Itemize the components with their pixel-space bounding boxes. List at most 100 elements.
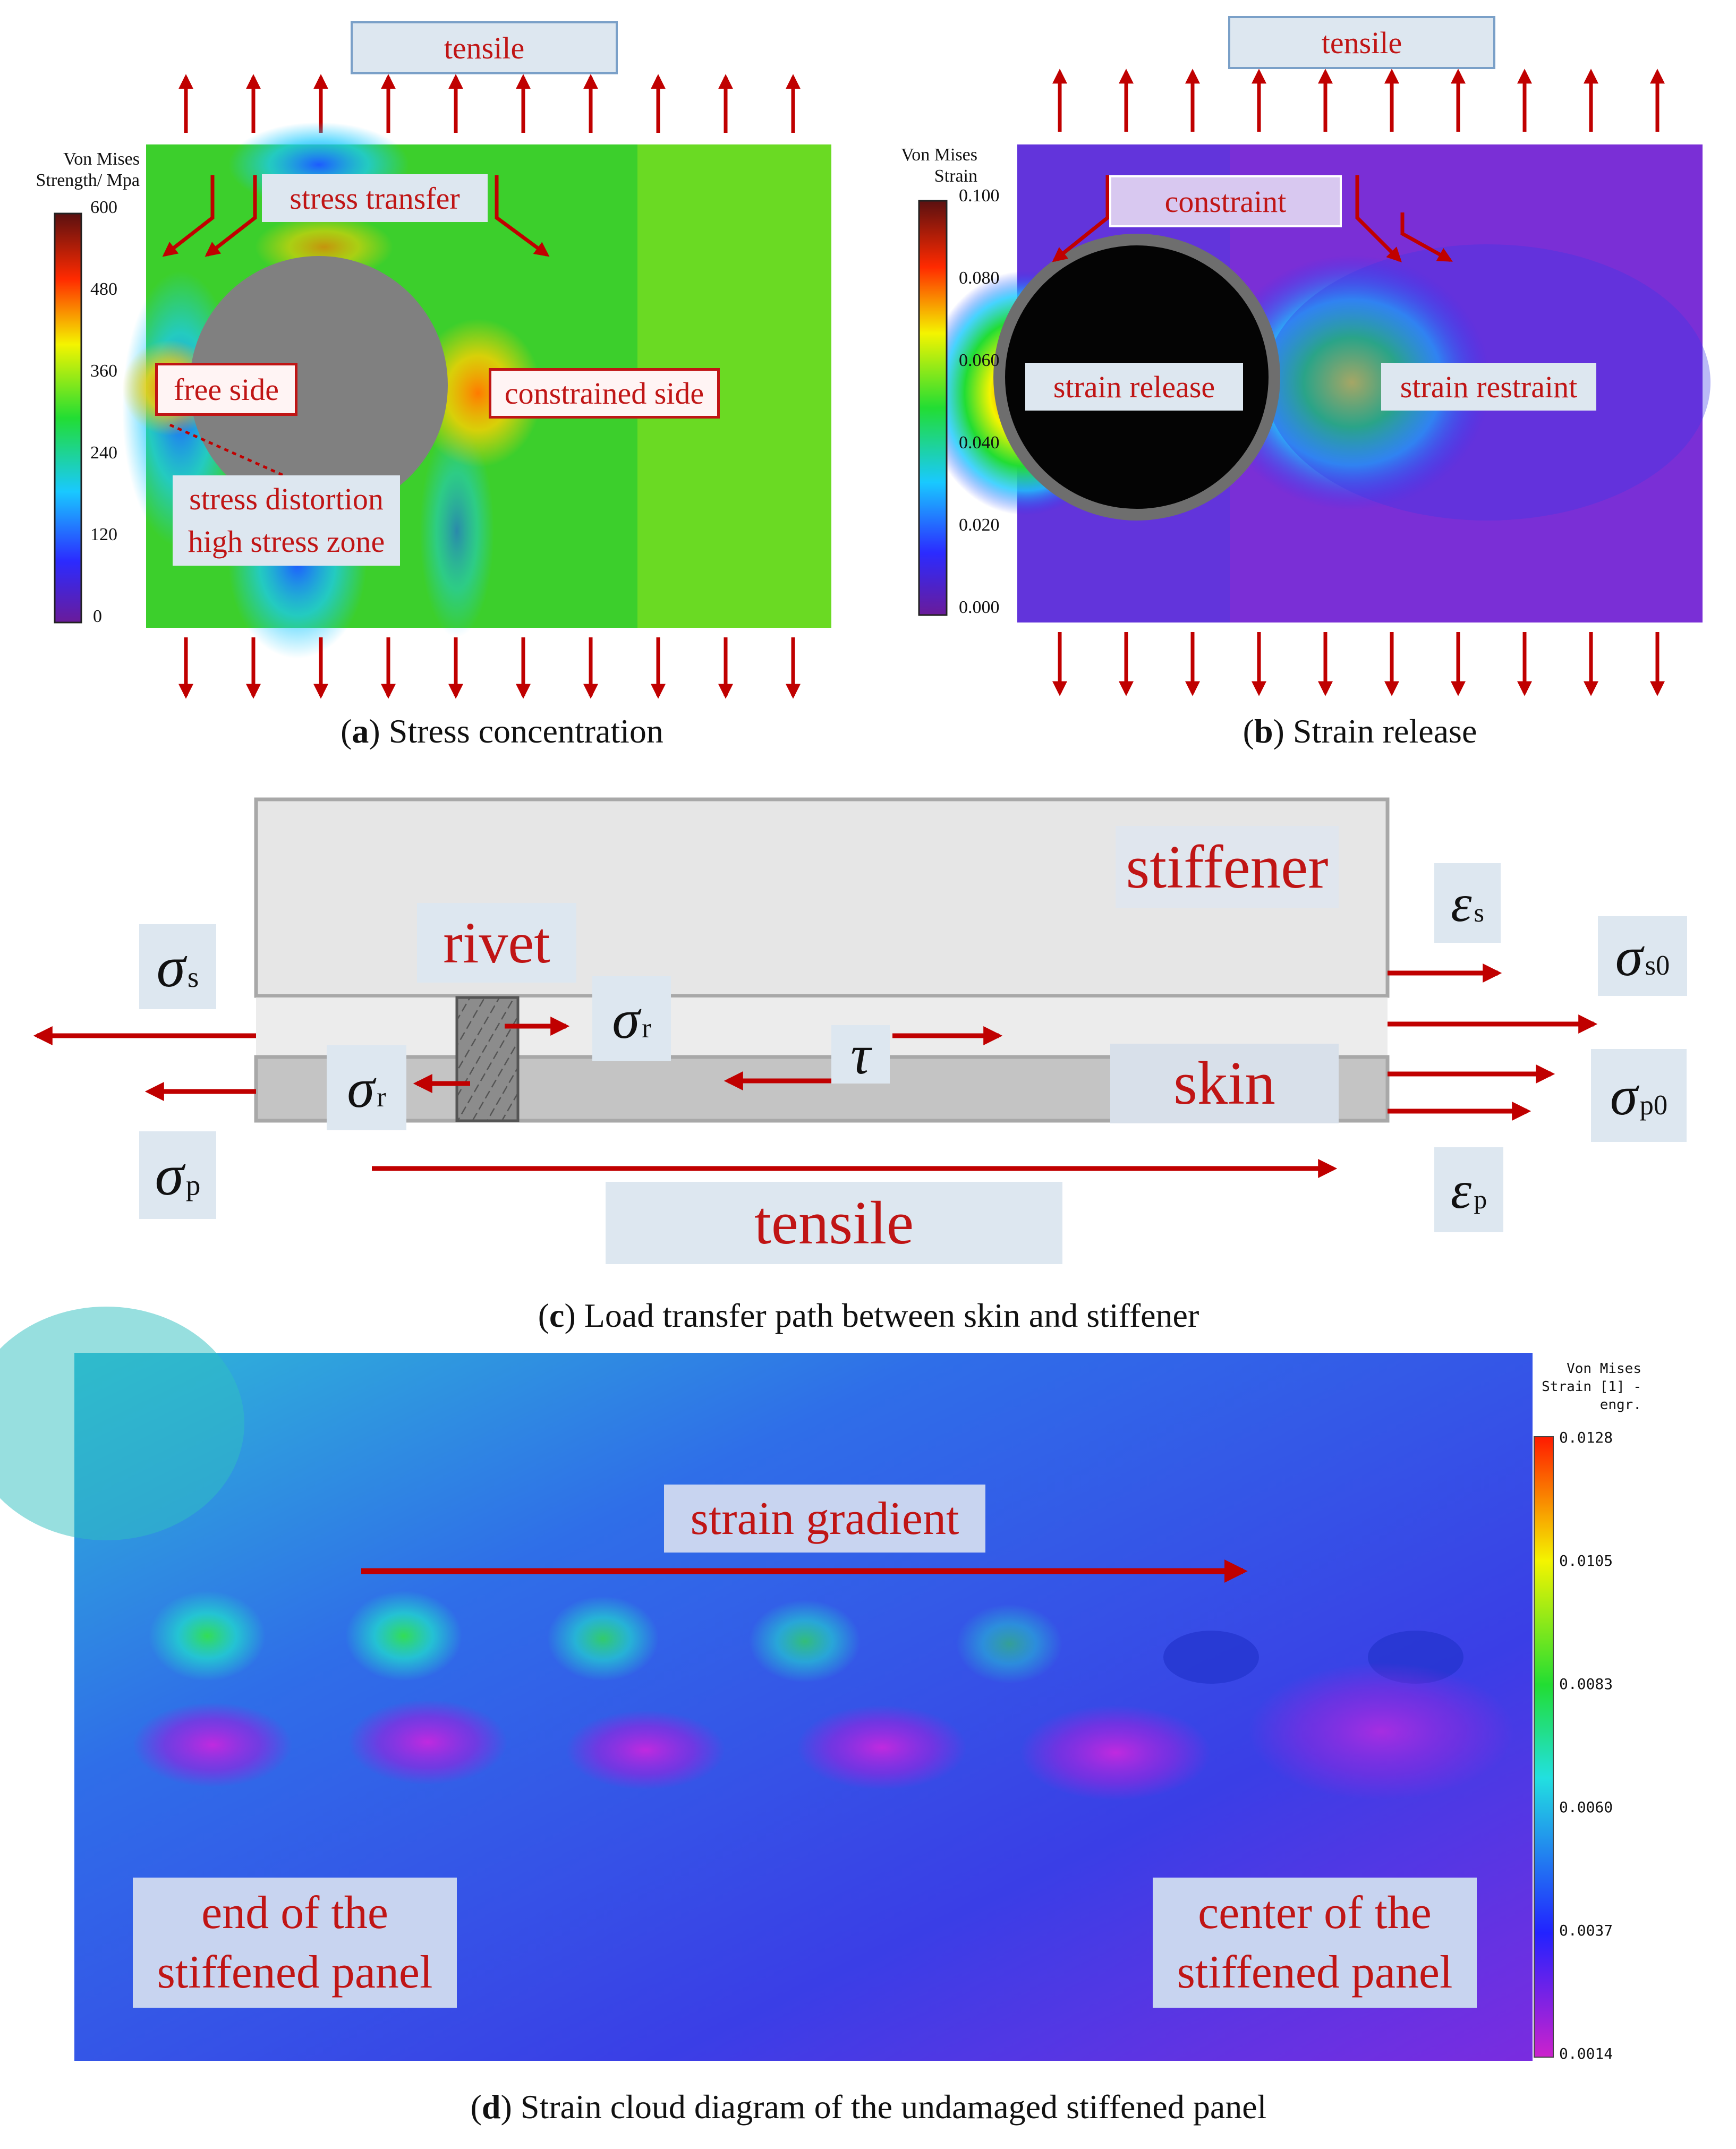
colorbar-title-a-line1: Von Mises bbox=[63, 149, 140, 169]
caption-c: (c) Load transfer path between skin and … bbox=[538, 1297, 1199, 1334]
constrained-side-label: constrained side bbox=[489, 368, 720, 419]
colorbar-title-d-line2: Strain [1] - bbox=[1542, 1379, 1641, 1395]
rivet-body bbox=[455, 996, 520, 1122]
stress-transfer-arrows bbox=[162, 175, 550, 257]
sigma-s0-symbol: σ s0 bbox=[1598, 916, 1687, 996]
colorbar-title-a: Von Mises Strength/ Mpa bbox=[11, 149, 140, 191]
colorbar-b-tick: 0.100 bbox=[959, 186, 1000, 206]
free-side-label: free side bbox=[155, 363, 297, 416]
center-panel-line1: center of the bbox=[1198, 1887, 1432, 1939]
tensile-label-c: tensile bbox=[606, 1182, 1062, 1264]
caption-d-text: Strain cloud diagram of the undamaged st… bbox=[520, 2088, 1267, 2126]
colorbar-b-tick: 0.060 bbox=[959, 351, 1000, 370]
epsilon-glyph: ε bbox=[1450, 1160, 1472, 1220]
skin-label: skin bbox=[1110, 1044, 1339, 1123]
colorbar-title-b: Von Mises Strain bbox=[850, 144, 977, 187]
caption-b-text: Strain release bbox=[1292, 712, 1477, 750]
end-panel-line1: end of the bbox=[201, 1887, 388, 1939]
colorbar-d-tick: 0.0037 bbox=[1559, 1922, 1613, 1939]
colorbar-title-d-line1: Von Mises bbox=[1567, 1361, 1641, 1377]
caption-c-letter: c bbox=[549, 1297, 565, 1334]
caption-c-text: Load transfer path between skin and stif… bbox=[584, 1297, 1199, 1334]
colorbar-b-tick: 0.020 bbox=[959, 515, 1000, 535]
colorbar-title-b-line2: Strain bbox=[934, 166, 977, 186]
stress-transfer-label: stress transfer bbox=[262, 174, 488, 222]
tensile-arrows-bottom-a bbox=[178, 637, 801, 699]
epsilon-glyph: ε bbox=[1451, 873, 1472, 933]
tensile-arrows-top-b bbox=[1052, 69, 1665, 132]
sigma-p0-symbol: σ p0 bbox=[1591, 1049, 1687, 1142]
high-stress-zone-line: high stress zone bbox=[188, 524, 385, 559]
colorbar-a bbox=[54, 212, 82, 624]
subscript-r: r bbox=[377, 1082, 386, 1113]
strain-restraint-label: strain restraint bbox=[1381, 363, 1596, 411]
end-panel-label: end of the stiffened panel bbox=[133, 1878, 457, 2008]
constraint-label: constraint bbox=[1109, 175, 1342, 227]
colorbar-b-tick: 0.080 bbox=[959, 268, 1000, 288]
caption-a-text: Stress concentration bbox=[388, 712, 663, 750]
colorbar-b-tick: 0.040 bbox=[959, 433, 1000, 453]
colorbar-a-tick: 0 bbox=[93, 607, 102, 626]
caption-d-letter: d bbox=[481, 2088, 501, 2126]
colorbar-d-tick: 0.0128 bbox=[1559, 1429, 1613, 1446]
tensile-label-b: tensile bbox=[1228, 16, 1495, 69]
sigma-glyph: σ bbox=[155, 1142, 184, 1207]
end-panel-line2: stiffened panel bbox=[157, 1946, 433, 1998]
tensile-label-a: tensile bbox=[351, 21, 618, 74]
subscript-p: p bbox=[1474, 1184, 1487, 1214]
strain-gradient-label: strain gradient bbox=[664, 1485, 985, 1553]
constraint-arrows bbox=[1052, 175, 1453, 262]
caption-d: (d) Strain cloud diagram of the undamage… bbox=[470, 2088, 1267, 2126]
colorbar-d-tick: 0.0105 bbox=[1559, 1552, 1613, 1570]
colorbar-a-tick: 600 bbox=[90, 198, 117, 217]
rivet-label: rivet bbox=[417, 903, 576, 983]
colorbar-d-tick: 0.0083 bbox=[1559, 1675, 1613, 1693]
colorbar-a-tick: 240 bbox=[90, 443, 117, 463]
tau-symbol: τ bbox=[831, 1024, 890, 1086]
stiffener-label: stiffener bbox=[1116, 826, 1339, 908]
caption-a-letter: a bbox=[352, 712, 369, 750]
sigma-glyph: σ bbox=[156, 934, 185, 999]
sigma-glyph: σ bbox=[612, 987, 640, 1050]
tensile-arrows-bottom-b bbox=[1052, 632, 1665, 696]
sigma-glyph: σ bbox=[347, 1056, 375, 1119]
colorbar-title-d-line3: engr. bbox=[1599, 1397, 1641, 1413]
colorbar-a-tick: 480 bbox=[90, 279, 117, 299]
subscript-s0: s0 bbox=[1645, 950, 1670, 982]
stress-distortion-label: stress distortion high stress zone bbox=[173, 475, 400, 566]
colorbar-d-tick: 0.0014 bbox=[1559, 2045, 1613, 2062]
colorbar-a-tick: 120 bbox=[90, 525, 117, 544]
subscript-s: s bbox=[1474, 897, 1484, 927]
colorbar-b-tick: 0.000 bbox=[959, 598, 1000, 617]
caption-b: (b) Strain release bbox=[1243, 712, 1477, 750]
panel-d bbox=[0, 1307, 1554, 2061]
sigma-glyph: σ bbox=[1610, 1064, 1638, 1127]
colorbar-a-tick: 360 bbox=[90, 361, 117, 381]
sigma-glyph: σ bbox=[1615, 925, 1643, 987]
colorbar-title-d: Von Mises Strain [1] - engr. bbox=[1514, 1360, 1641, 1414]
caption-b-letter: b bbox=[1254, 712, 1273, 750]
colorbar-b bbox=[918, 200, 948, 616]
tensile-arrows-top-a bbox=[178, 74, 801, 133]
subscript-s: s bbox=[187, 960, 199, 993]
subscript-p: p bbox=[185, 1169, 201, 1202]
colorbar-d-tick: 0.0060 bbox=[1559, 1798, 1613, 1816]
center-panel-line2: stiffened panel bbox=[1177, 1946, 1453, 1998]
colorbar-d bbox=[1534, 1436, 1554, 2058]
caption-a: (a) Stress concentration bbox=[341, 712, 663, 750]
stress-distortion-line: stress distortion bbox=[189, 482, 384, 516]
rivet-hotspots bbox=[133, 1591, 1514, 1801]
subscript-p0: p0 bbox=[1639, 1089, 1668, 1121]
colorbar-title-b-line1: Von Mises bbox=[901, 145, 977, 165]
load-arrows bbox=[33, 963, 1598, 1178]
strain-release-label: strain release bbox=[1025, 363, 1243, 411]
center-panel-label: center of the stiffened panel bbox=[1153, 1878, 1477, 2008]
subscript-r: r bbox=[642, 1013, 651, 1044]
colorbar-title-a-line2: Strength/ Mpa bbox=[36, 170, 140, 190]
